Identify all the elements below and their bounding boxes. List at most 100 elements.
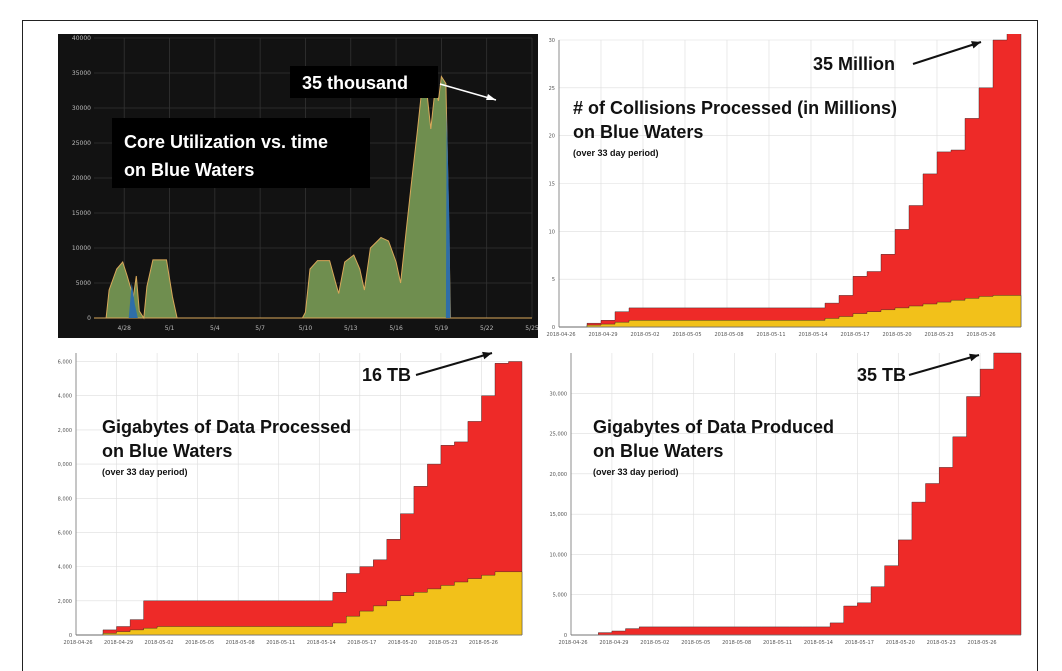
data-produced-chart: 0 5,000 10,000 15,000 20,000 25,000 30,000 2018… [541,343,1036,653]
x-tick-label: 2018-05-08 [714,332,743,338]
y-tick-label: 35000 [72,70,91,77]
data-processed-chart: 0 2,000 4,000 6,000 8,000 10,000 12,000 14,000 1… [58,343,538,653]
x-tick-label: 2018-05-11 [756,332,785,338]
figure-frame [22,20,1038,671]
y-tick-label: 0 [552,325,555,331]
y-tick-label: 25,000 [550,432,568,438]
callout-label: 35 Million [813,54,895,74]
y-tick-label: 0 [87,315,91,322]
chart-subtitle: (over 33 day period) [593,467,679,477]
x-tick-label: 5/16 [389,325,403,332]
x-tick-label: 2018-05-26 [968,640,997,646]
y-tick-label: 20 [549,134,555,140]
x-tick-label: 2018-05-26 [469,640,498,646]
y-tick-label: 12,000 [58,428,72,434]
total-series-area [571,352,1022,636]
y-tick-label: 15 [549,182,555,188]
x-tick-label: 2018-05-17 [347,640,376,646]
x-tick-label: 2018-04-26 [558,640,587,646]
x-tick-label: 2018-05-05 [672,332,701,338]
x-tick-label: 2018-05-02 [145,640,174,646]
x-tick-label: 5/4 [210,325,220,332]
title-box [112,118,370,188]
x-tick-label: 2018-05-23 [924,332,953,338]
x-tick-label: 2018-05-02 [630,332,659,338]
callout-arrow-head [969,353,979,362]
y-tick-label: 40000 [72,35,91,42]
y-tick-label: 25000 [72,140,91,147]
x-tick-label: 5/10 [299,325,313,332]
x-tick-label: 5/19 [435,325,449,332]
subset-series-area [559,295,1022,328]
x-tick-label: 2018-05-08 [226,640,255,646]
x-tick-label: 5/7 [255,325,265,332]
x-tick-label: 2018-05-05 [185,640,214,646]
x-tick-label: 2018-05-11 [763,640,792,646]
chart-title: Core Utilization vs. time [124,132,328,152]
x-tick-label: 2018-05-20 [388,640,417,646]
chart-title: on Blue Waters [573,122,703,142]
x-tick-label: 2018-05-23 [428,640,457,646]
x-tick-label: 2018-04-26 [546,332,575,338]
x-tick-label: 2018-05-14 [307,640,336,646]
y-tick-label: 5,000 [553,593,567,599]
y-tick-label: 14,000 [58,394,72,400]
x-tick-label: 2018-05-17 [840,332,869,338]
y-tick-label: 30,000 [550,391,568,397]
chart-title: # of Collisions Processed (in Millions) [573,98,897,118]
x-tick-label: 2018-04-29 [599,640,628,646]
x-tick-label: 2018-04-26 [63,640,92,646]
y-tick-label: 16,000 [58,360,72,366]
y-tick-label: 4,000 [58,565,72,571]
chart-title: on Blue Waters [124,160,254,180]
x-tick-label: 2018-05-14 [798,332,827,338]
x-tick-label: 5/13 [344,325,358,332]
y-tick-label: 25 [549,86,555,92]
core-usage-accent [128,283,138,318]
y-tick-label: 5000 [76,280,91,287]
callout-arrow [912,41,982,65]
core-usage-accent [445,108,451,318]
y-tick-label: 20000 [72,175,91,182]
callout-arrow [415,352,493,376]
peak-arrow-head [486,94,496,100]
core-usage-area [94,75,532,320]
chart-title: on Blue Waters [593,441,723,461]
x-tick-label: 5/22 [480,325,494,332]
x-tick-label: 2018-05-05 [681,640,710,646]
callout-arrow [908,354,980,376]
y-tick-label: 2,000 [58,599,72,605]
y-tick-label: 5 [552,277,555,283]
y-tick-label: 30000 [72,105,91,112]
collisions-chart: 0 5 10 15 20 25 30 2018-04-26 2018-04-29 2018-05-… [541,34,1036,338]
x-tick-label: 2018-05-08 [722,640,751,646]
callout-label: 16 TB [362,365,411,385]
x-tick-label: 2018-05-20 [882,332,911,338]
peak-annotation: 35 thousand [302,73,408,93]
x-tick-label: 2018-05-02 [640,640,669,646]
y-tick-label: 20,000 [550,472,568,478]
total-series-area [559,34,1022,328]
callout-arrow-head [482,351,492,360]
x-tick-label: 2018-05-26 [966,332,995,338]
x-tick-label: 2018-04-29 [588,332,617,338]
chart-title: Gigabytes of Data Produced [593,417,834,437]
total-series-area [76,361,523,636]
y-tick-label: 6,000 [58,530,72,536]
x-tick-label: 4/28 [117,325,131,332]
x-tick-label: 2018-05-14 [804,640,833,646]
subset-series-area [76,571,523,636]
x-tick-label: 2018-04-29 [104,640,133,646]
peak-arrow [439,83,497,101]
callout-label: 35 TB [857,365,906,385]
x-tick-label: 2018-05-20 [886,640,915,646]
y-tick-label: 10 [549,229,555,235]
y-tick-label: 10000 [72,245,91,252]
callout-arrow-head [971,41,981,49]
y-tick-label: 15000 [72,210,91,217]
y-tick-label: 10,000 [550,552,568,558]
chart-subtitle: (over 33 day period) [573,148,659,158]
y-tick-label: 0 [69,633,72,639]
chart-title: on Blue Waters [102,441,232,461]
core-utilization-chart: 0 5000 10000 15000 20000 25000 30000 35000 40000… [58,34,538,338]
